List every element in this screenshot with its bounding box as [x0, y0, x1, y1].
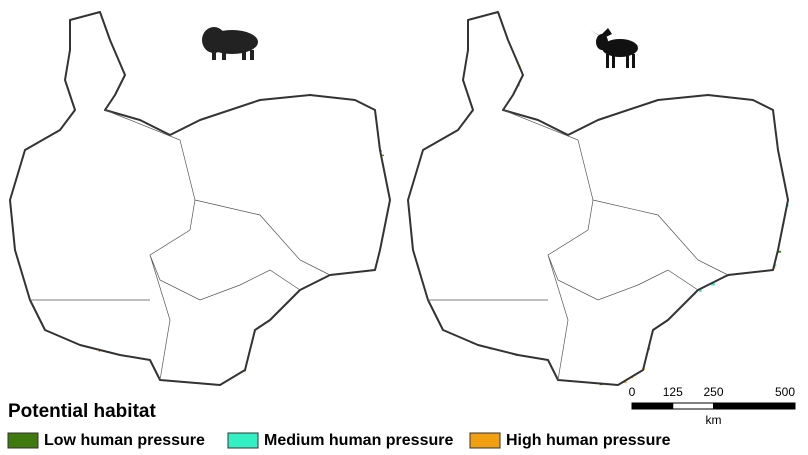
map-right — [407, 11, 789, 386]
map-outline — [9, 11, 391, 386]
map-outline — [407, 11, 789, 386]
scale-segment — [672, 402, 714, 410]
map-left — [9, 11, 391, 386]
legend-swatch — [7, 432, 39, 449]
habitat-patch — [711, 283, 715, 286]
scale-label: 0 — [629, 385, 636, 399]
legend-label: Low human pressure — [44, 432, 205, 449]
bison-icon — [202, 27, 258, 60]
legend-swatch — [227, 432, 259, 449]
habitat-patch — [622, 381, 627, 383]
legend-label: Medium human pressure — [264, 432, 453, 449]
scale-label: 250 — [703, 385, 723, 399]
scale-segment — [713, 402, 796, 410]
scale-label: 500 — [775, 385, 795, 399]
scale-segment — [631, 402, 674, 410]
legend-label: High human pressure — [506, 432, 671, 449]
habitat-patch — [777, 250, 782, 253]
scale-bar: 0 125 250 500 km — [629, 385, 796, 427]
legend-swatch — [469, 432, 501, 449]
legend: Low human pressure Medium human pressure H… — [7, 432, 671, 449]
scale-unit: km — [706, 413, 722, 427]
habitat-patch — [380, 154, 384, 156]
habitat-patch — [699, 289, 702, 292]
scale-label: 125 — [663, 385, 683, 399]
legend-title: Potential habitat — [8, 401, 156, 422]
moose-icon — [590, 28, 638, 68]
